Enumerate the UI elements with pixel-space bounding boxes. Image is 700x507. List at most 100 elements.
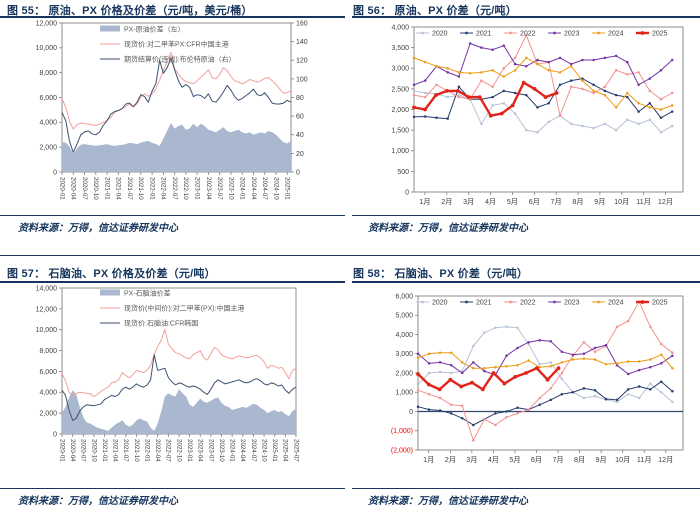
svg-text:2024: 2024 (608, 300, 624, 307)
chart-svg-fig58: (2,000) (1,000) 0 1,000 2,000 3,000 4,000 5,000… (391, 293, 684, 464)
svg-text:2月: 2月 (445, 455, 456, 464)
svg-text:0: 0 (409, 409, 413, 416)
svg-text:2022-01: 2022-01 (143, 439, 150, 462)
svg-text:8,000: 8,000 (39, 70, 57, 77)
svg-text:2023-07: 2023-07 (207, 439, 214, 462)
svg-text:2024-04: 2024-04 (250, 177, 257, 200)
chart-55-canvas: 0 2,000 4,000 6,000 8,000 10,000 12,000 0 20 40 60… (0, 19, 350, 217)
svg-text:4月: 4月 (485, 197, 496, 206)
figure-58-source: 资料来源：万得，信达证券研发中心 (368, 496, 528, 507)
svg-text:12,000: 12,000 (36, 306, 58, 313)
svg-text:100: 100 (296, 76, 308, 83)
svg-text:14,000: 14,000 (36, 285, 58, 292)
svg-text:2023-04: 2023-04 (197, 439, 204, 462)
svg-text:2023: 2023 (564, 31, 580, 38)
svg-text:2021: 2021 (476, 300, 492, 307)
svg-text:2020-07: 2020-07 (80, 439, 87, 462)
svg-text:2021-01: 2021-01 (103, 177, 110, 200)
chart-svg-fig56: 0 500 1,000 1,500 2,000 2,500 3,000 3,500 4,000 1… (391, 24, 684, 206)
chart-svg-fig55: 0 2,000 4,000 6,000 8,000 10,000 12,000 0 20 40 60… (36, 20, 308, 200)
svg-text:2020-01: 2020-01 (58, 439, 65, 462)
svg-text:140: 140 (296, 39, 308, 46)
svg-text:1,500: 1,500 (391, 128, 409, 135)
row-separator-rule (0, 255, 700, 256)
svg-text:2020: 2020 (432, 300, 448, 307)
svg-text:3月: 3月 (463, 197, 474, 206)
svg-text:(2,000): (2,000) (391, 447, 413, 454)
svg-text:期货结算价(连线):布伦特原油（右）: 期货结算价(连线):布伦特原油（右） (124, 55, 236, 64)
svg-text:0: 0 (53, 169, 57, 176)
svg-text:4月: 4月 (488, 455, 499, 464)
svg-text:2020: 2020 (432, 31, 448, 38)
svg-text:2022-07: 2022-07 (165, 439, 172, 462)
svg-text:500: 500 (397, 169, 409, 176)
figure-58-source-rule (352, 488, 700, 489)
svg-text:6,000: 6,000 (39, 369, 57, 376)
svg-text:2021-01: 2021-01 (101, 439, 108, 462)
svg-text:12月: 12月 (658, 197, 673, 206)
svg-text:0: 0 (296, 169, 300, 176)
svg-text:2020-01: 2020-01 (58, 177, 65, 200)
svg-text:2022-01: 2022-01 (148, 177, 155, 200)
svg-text:6月: 6月 (531, 455, 542, 464)
figure-55-title: 图 55： 原油、PX 价格及价差（元/吨，美元/桶） (7, 5, 253, 17)
svg-text:2023: 2023 (564, 300, 580, 307)
svg-text:12,000: 12,000 (36, 20, 58, 27)
svg-text:2023-01: 2023-01 (194, 177, 201, 200)
svg-text:80: 80 (296, 95, 304, 102)
figure-58-title: 图 58： 石脑油、PX 价差（元/吨） (353, 268, 529, 280)
svg-text:1,000: 1,000 (395, 390, 413, 397)
svg-text:11月: 11月 (637, 455, 652, 464)
svg-text:2021-04: 2021-04 (115, 177, 122, 200)
svg-text:2025: 2025 (652, 31, 668, 38)
svg-text:2月: 2月 (441, 197, 452, 206)
svg-text:9月: 9月 (594, 197, 605, 206)
chart-56-canvas: 0 500 1,000 1,500 2,000 2,500 3,000 3,500 4,000 1… (350, 19, 700, 229)
chart-svg-fig57: 0 2,000 4,000 6,000 8,000 10,000 12,000 14,000 2… (36, 285, 300, 462)
svg-text:2023-07: 2023-07 (216, 177, 223, 200)
svg-text:2024-01: 2024-01 (229, 439, 236, 462)
svg-text:4,000: 4,000 (39, 120, 57, 127)
figure-58-block: 图 58： 石脑油、PX 价差（元/吨） (2,000) (1,000) 0 1,00… (350, 256, 700, 507)
svg-text:8月: 8月 (572, 197, 583, 206)
svg-text:7月: 7月 (552, 455, 563, 464)
svg-text:4,000: 4,000 (395, 332, 413, 339)
figure-56-block: 图 56： 原油、PX 价差（元/吨） 0 500 1,000 1,500 2,000 2… (350, 0, 700, 256)
svg-text:5月: 5月 (507, 197, 518, 206)
svg-text:2021-04: 2021-04 (112, 439, 119, 462)
figure-55-title-rule (0, 16, 345, 18)
svg-text:7月: 7月 (551, 197, 562, 206)
svg-text:2023-01: 2023-01 (186, 439, 193, 462)
svg-text:6,000: 6,000 (39, 95, 57, 102)
svg-text:2020-10: 2020-10 (90, 439, 97, 462)
svg-text:4,000: 4,000 (391, 24, 409, 31)
svg-text:1月: 1月 (423, 455, 434, 464)
figure-57-title: 图 57： 石脑油、PX 价格及价差（元/吨） (7, 268, 216, 280)
figure-57-source-rule (0, 488, 345, 489)
svg-text:5,000: 5,000 (395, 313, 413, 320)
svg-text:2025-04: 2025-04 (282, 439, 289, 462)
svg-text:6月: 6月 (529, 197, 540, 206)
svg-text:2022-07: 2022-07 (171, 177, 178, 200)
svg-text:12月: 12月 (658, 455, 673, 464)
svg-text:2,000: 2,000 (391, 107, 409, 114)
svg-text:2021-07: 2021-07 (126, 177, 133, 200)
svg-text:0: 0 (53, 431, 57, 438)
svg-text:2021-10: 2021-10 (133, 439, 140, 462)
svg-text:2024-04: 2024-04 (239, 439, 246, 462)
svg-text:160: 160 (296, 20, 308, 27)
svg-text:6,000: 6,000 (395, 293, 413, 300)
svg-text:3月: 3月 (466, 455, 477, 464)
svg-text:8,000: 8,000 (39, 348, 57, 355)
svg-text:10月: 10月 (615, 455, 630, 464)
svg-text:2024-10: 2024-10 (260, 439, 267, 462)
svg-text:2020-10: 2020-10 (92, 177, 99, 200)
svg-text:2022-04: 2022-04 (154, 439, 161, 462)
figure-56-source-rule (352, 215, 700, 216)
svg-text:2023-10: 2023-10 (227, 177, 234, 200)
svg-text:10月: 10月 (614, 197, 629, 206)
svg-text:现货价(中间价):对二甲苯(PX):中国主港: 现货价(中间价):对二甲苯(PX):中国主港 (124, 304, 245, 313)
svg-text:2,000: 2,000 (395, 370, 413, 377)
svg-text:2025-01: 2025-01 (271, 439, 278, 462)
